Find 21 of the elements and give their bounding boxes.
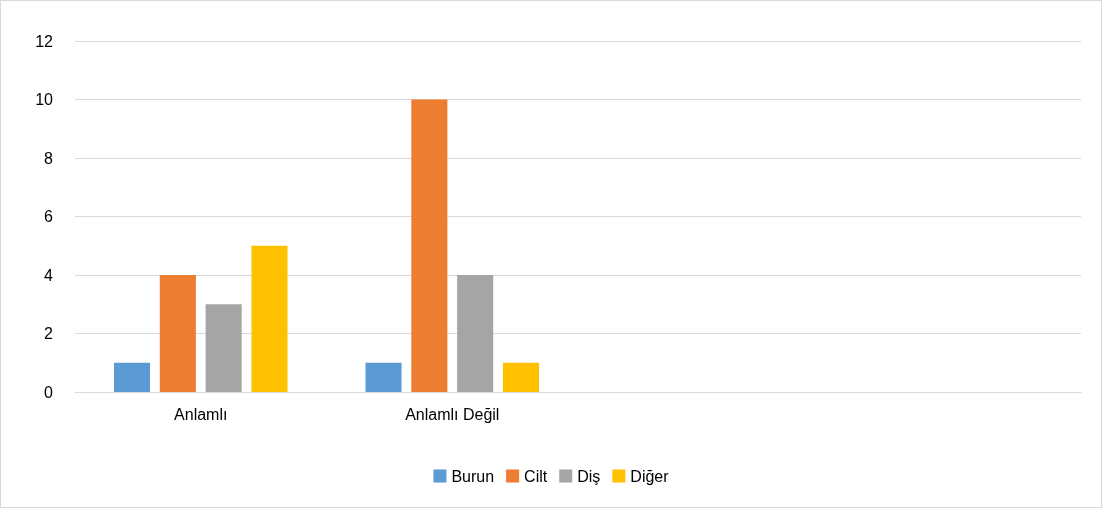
- y-tick-label: 2: [44, 325, 54, 342]
- x-tick-label: Anlamlı Değil: [405, 405, 500, 423]
- y-tick-label: 6: [44, 208, 54, 225]
- bar: [251, 245, 288, 392]
- bar: [457, 275, 494, 392]
- y-tick-label: 12: [35, 32, 54, 50]
- bar: [205, 304, 242, 392]
- bar: [365, 362, 402, 392]
- x-tick-label: Anlamlı: [174, 405, 228, 423]
- legend-label: Burun: [451, 467, 495, 485]
- bar: [411, 99, 448, 392]
- bar: [113, 362, 151, 392]
- y-tick-label: 0: [44, 383, 54, 401]
- legend-label: Diş: [577, 467, 601, 485]
- bar: [502, 362, 540, 392]
- legend-label: Diğer: [630, 467, 670, 485]
- y-tick-label: 8: [44, 149, 54, 167]
- legend-label: Cilt: [524, 467, 548, 485]
- y-tick-label: 4: [44, 266, 54, 284]
- bar: [159, 275, 196, 392]
- y-tick-label: 10: [35, 91, 54, 108]
